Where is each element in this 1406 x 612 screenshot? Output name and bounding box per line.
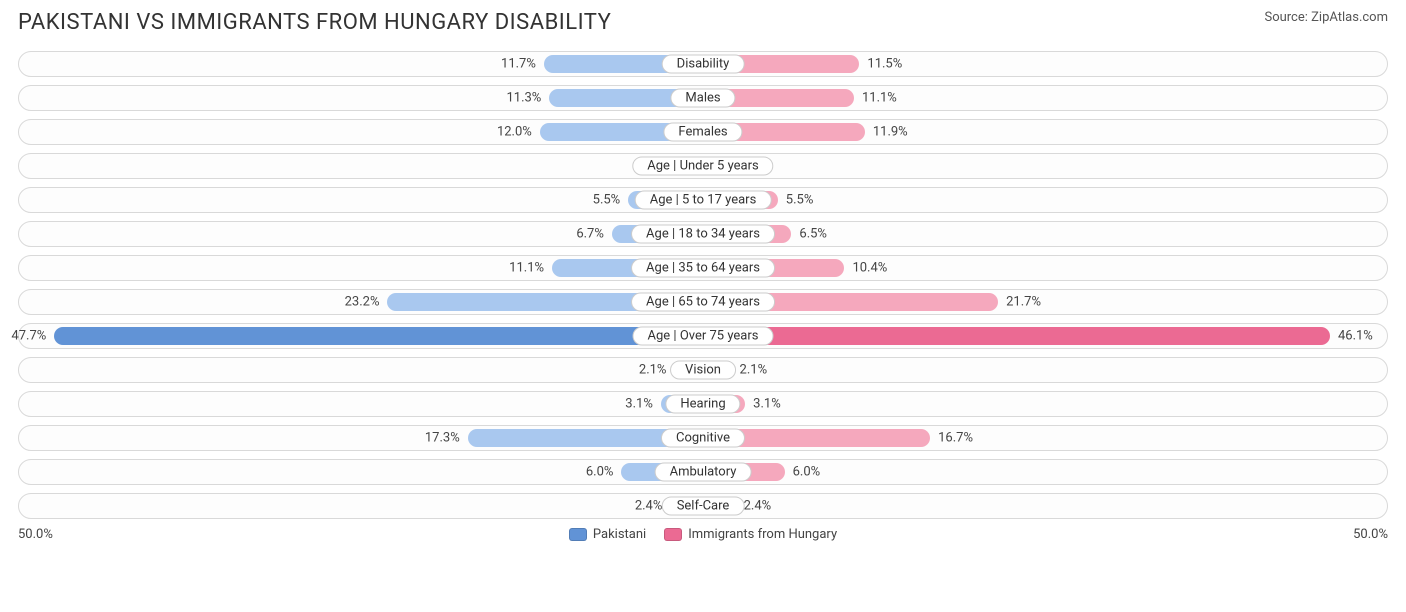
legend-swatch-left xyxy=(569,528,587,541)
butterfly-chart: 11.7% 11.5% Disability 11.3% 11.1% Males 12.0%… xyxy=(18,51,1388,519)
chart-row: 11.1% 10.4% Age | 35 to 64 years xyxy=(18,255,1388,281)
category-label: Cognitive xyxy=(661,429,745,448)
chart-row: 1.3%1.4%Age | Under 5 years xyxy=(18,153,1388,179)
chart-row: 6.0% 6.0% Ambulatory xyxy=(18,459,1388,485)
legend-item-left: Pakistani xyxy=(569,527,646,542)
chart-source: Source: ZipAtlas.com xyxy=(1264,10,1388,25)
legend: Pakistani Immigrants from Hungary xyxy=(569,527,837,542)
chart-row: 2.1%2.1%Vision xyxy=(18,357,1388,383)
value-label-left: 6.7% xyxy=(576,227,604,242)
chart-row: 3.1% 3.1% Hearing xyxy=(18,391,1388,417)
chart-footer: 50.0% Pakistani Immigrants from Hungary … xyxy=(18,527,1388,542)
category-label: Vision xyxy=(670,361,736,380)
value-label-left: 11.3% xyxy=(506,91,541,106)
value-label-left: 17.3% xyxy=(425,431,460,446)
chart-row: 47.7%46.1%Age | Over 75 years xyxy=(18,323,1388,349)
category-label: Ambulatory xyxy=(655,463,752,482)
value-label-left: 2.4% xyxy=(635,499,663,514)
value-label-left: 5.5% xyxy=(593,193,621,208)
value-label-left: 3.1% xyxy=(625,397,653,412)
value-label-left: 23.2% xyxy=(345,295,380,310)
value-label-left: 11.7% xyxy=(501,57,536,72)
value-label-right: 46.1% xyxy=(1338,329,1373,344)
category-label: Age | 65 to 74 years xyxy=(631,293,775,312)
value-label-right: 11.9% xyxy=(873,125,908,140)
axis-max-left: 50.0% xyxy=(18,527,53,542)
value-label-left: 11.1% xyxy=(509,261,544,276)
category-label: Males xyxy=(670,89,735,108)
legend-swatch-right xyxy=(664,528,682,541)
axis-max-right: 50.0% xyxy=(1353,527,1388,542)
legend-label-left: Pakistani xyxy=(593,527,646,542)
value-label-left: 47.7% xyxy=(11,329,46,344)
category-label: Self-Care xyxy=(662,497,745,516)
category-label: Age | Over 75 years xyxy=(633,327,774,346)
value-label-right: 6.0% xyxy=(793,465,821,480)
value-label-left: 2.1% xyxy=(639,363,667,378)
chart-row: 2.4% 2.4%Self-Care xyxy=(18,493,1388,519)
value-label-left: 12.0% xyxy=(497,125,532,140)
chart-row: 6.7% 6.5% Age | 18 to 34 years xyxy=(18,221,1388,247)
category-label: Age | 35 to 64 years xyxy=(631,259,775,278)
value-label-right: 3.1% xyxy=(753,397,781,412)
chart-row: 17.3% 16.7% Cognitive xyxy=(18,425,1388,451)
chart-header: PAKISTANI VS IMMIGRANTS FROM HUNGARY DIS… xyxy=(18,10,1388,35)
category-label: Age | Under 5 years xyxy=(632,157,773,176)
chart-row: 11.3% 11.1% Males xyxy=(18,85,1388,111)
value-label-right: 2.4% xyxy=(744,499,772,514)
legend-item-right: Immigrants from Hungary xyxy=(664,527,837,542)
category-label: Females xyxy=(663,123,742,142)
chart-row: 11.7% 11.5% Disability xyxy=(18,51,1388,77)
value-label-right: 11.1% xyxy=(862,91,897,106)
chart-row: 23.2% 21.7% Age | 65 to 74 years xyxy=(18,289,1388,315)
category-label: Age | 5 to 17 years xyxy=(635,191,772,210)
value-label-right: 10.4% xyxy=(852,261,887,276)
value-label-left: 6.0% xyxy=(586,465,614,480)
value-label-right: 11.5% xyxy=(867,57,902,72)
value-label-right: 6.5% xyxy=(799,227,827,242)
value-label-right: 5.5% xyxy=(786,193,814,208)
value-label-right: 21.7% xyxy=(1006,295,1041,310)
chart-row: 12.0% 11.9% Females xyxy=(18,119,1388,145)
category-label: Age | 18 to 34 years xyxy=(631,225,775,244)
legend-label-right: Immigrants from Hungary xyxy=(688,527,837,542)
category-label: Hearing xyxy=(665,395,740,414)
chart-title: PAKISTANI VS IMMIGRANTS FROM HUNGARY DIS… xyxy=(18,10,611,35)
category-label: Disability xyxy=(662,55,745,74)
bar-left xyxy=(54,327,703,345)
chart-row: 5.5% 5.5% Age | 5 to 17 years xyxy=(18,187,1388,213)
bar-right xyxy=(703,327,1330,345)
value-label-right: 2.1% xyxy=(740,363,768,378)
value-label-right: 16.7% xyxy=(938,431,973,446)
